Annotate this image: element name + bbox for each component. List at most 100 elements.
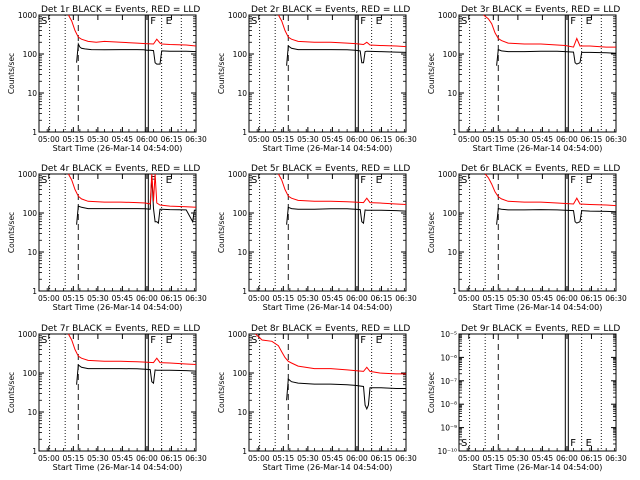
x-tick-label: 06:15 (161, 454, 183, 463)
x-tick-label: 06:30 (395, 135, 417, 144)
x-tick-label: 06:15 (371, 294, 393, 303)
marker-label-f: F (360, 175, 366, 186)
x-tick-label: 05:30 (87, 294, 109, 303)
y-tick-label: 10⁻⁷ (440, 377, 457, 386)
x-tick-label: 06:30 (185, 294, 207, 303)
x-tick-label: 05:00 (248, 294, 270, 303)
x-tick-label: 05:00 (458, 294, 480, 303)
x-tick-label: 05:15 (63, 135, 85, 144)
panel-det-2: Det 2r BLACK = Events, RED = LLD 1 10 100 10… (217, 5, 417, 153)
marker-label-f: F (150, 16, 156, 27)
y-tick-label: 100 (233, 369, 248, 378)
y-tick-label: 10⁻¹⁰ (437, 447, 457, 456)
series-lld-line (67, 173, 197, 208)
plot-frame (38, 14, 197, 133)
marker-label-s: S (461, 175, 467, 186)
x-tick-label: 05:45 (112, 135, 134, 144)
x-tick-label: 05:00 (458, 454, 480, 463)
y-tick-label: 10 (237, 89, 247, 98)
marker-label-e: E (586, 438, 592, 449)
y-tick-label: 1 (32, 128, 37, 137)
x-axis-label: Start Time (26-Mar-14 04:54:00) (263, 303, 393, 312)
x-tick-label: 05:45 (112, 294, 134, 303)
marker-label-f: F (150, 175, 156, 186)
y-tick-label: 100 (23, 369, 38, 378)
panel-det-9: Det 9r BLACK = Events, RED = LLD 10⁻¹⁰ 10⁻… (427, 324, 627, 472)
y-tick-label: 1 (452, 128, 457, 137)
x-tick-label: 05:45 (322, 135, 344, 144)
y-tick-label: 10 (27, 89, 37, 98)
y-tick-label: 100 (23, 50, 38, 59)
series-events-line (286, 45, 407, 66)
plot-frame (458, 173, 617, 292)
x-tick-label: 05:15 (483, 294, 505, 303)
marker-label-e: E (166, 175, 172, 186)
x-tick-label: 06:15 (371, 135, 393, 144)
x-tick-label: 06:15 (581, 454, 603, 463)
x-tick-label: 05:15 (273, 454, 295, 463)
marker-label-s: S (461, 16, 467, 27)
marker-label-s: S (41, 175, 47, 186)
x-tick-label: 06:00 (556, 294, 578, 303)
y-tick-label: 100 (443, 209, 458, 218)
plot-frame (458, 14, 617, 133)
x-tick-label: 05:00 (38, 135, 60, 144)
marker-label-f: F (150, 335, 156, 346)
y-tick-label: 1 (242, 287, 247, 296)
x-tick-label: 05:15 (483, 135, 505, 144)
y-axis-label: Counts/sec (217, 372, 226, 413)
y-axis-label: Counts/sec (427, 372, 436, 413)
x-tick-label: 06:00 (556, 454, 578, 463)
x-tick-label: 05:30 (507, 135, 529, 144)
panel-det-1: Det 1r BLACK = Events, RED = LLD 1 10 100 10… (7, 5, 207, 153)
series-events-line (496, 208, 617, 225)
panel-det-3: Det 3r BLACK = Events, RED = LLD 1 10 100 10… (427, 5, 627, 153)
marker-label-e: E (376, 16, 382, 27)
y-tick-label: 10 (237, 248, 247, 257)
x-tick-label: 06:15 (581, 135, 603, 144)
x-tick-label: 05:15 (483, 454, 505, 463)
series-events-line (286, 377, 406, 411)
x-axis-label: Start Time (26-Mar-14 04:54:00) (53, 463, 183, 472)
series-events-line (76, 175, 196, 225)
marker-label-e: E (586, 16, 592, 27)
x-tick-label: 05:45 (112, 454, 134, 463)
x-tick-label: 06:15 (581, 294, 603, 303)
x-tick-label: 06:30 (605, 135, 627, 144)
series-events-line (286, 206, 407, 225)
x-tick-label: 06:00 (346, 135, 368, 144)
panel-det-4: Det 4r BLACK = Events, RED = LLD 1 10 100 10… (7, 164, 207, 312)
y-tick-label: 1000 (438, 11, 457, 20)
y-tick-label: 10 (447, 89, 457, 98)
y-axis-label: Counts/sec (7, 372, 16, 413)
marker-label-e: E (166, 16, 172, 27)
x-tick-label: 05:30 (87, 135, 109, 144)
panel-det-6: Det 6r BLACK = Events, RED = LLD 1 10 100 10… (427, 164, 627, 312)
x-tick-label: 06:00 (556, 135, 578, 144)
y-tick-label: 100 (233, 209, 248, 218)
plot-frame (248, 14, 407, 133)
series-lld-line (67, 14, 197, 47)
x-tick-label: 05:30 (507, 294, 529, 303)
y-tick-label: 10⁻⁸ (440, 400, 457, 409)
panel-det-5: Det 5r BLACK = Events, RED = LLD 1 10 100 10… (217, 164, 417, 312)
x-tick-label: 06:30 (185, 454, 207, 463)
panel-title: Det 3r BLACK = Events, RED = LLD (461, 5, 620, 15)
marker-label-s: S (251, 16, 257, 27)
y-tick-label: 1000 (228, 11, 247, 20)
marker-label-e: E (166, 335, 172, 346)
series-events-line (76, 364, 197, 385)
x-tick-label: 06:00 (136, 294, 158, 303)
y-tick-label: 1000 (438, 170, 457, 179)
x-tick-label: 06:15 (161, 135, 183, 144)
marker-label-f: F (360, 16, 366, 27)
x-tick-label: 06:30 (185, 135, 207, 144)
panel-title: Det 7r BLACK = Events, RED = LLD (41, 324, 200, 334)
x-tick-label: 05:45 (322, 294, 344, 303)
marker-label-s: S (41, 335, 47, 346)
y-tick-label: 1000 (228, 330, 247, 339)
x-tick-label: 05:15 (273, 294, 295, 303)
x-axis-label: Start Time (26-Mar-14 04:54:00) (263, 144, 393, 153)
x-axis-label: Start Time (26-Mar-14 04:54:00) (53, 303, 183, 312)
panel-title: Det 9r BLACK = Events, RED = LLD (461, 324, 620, 334)
